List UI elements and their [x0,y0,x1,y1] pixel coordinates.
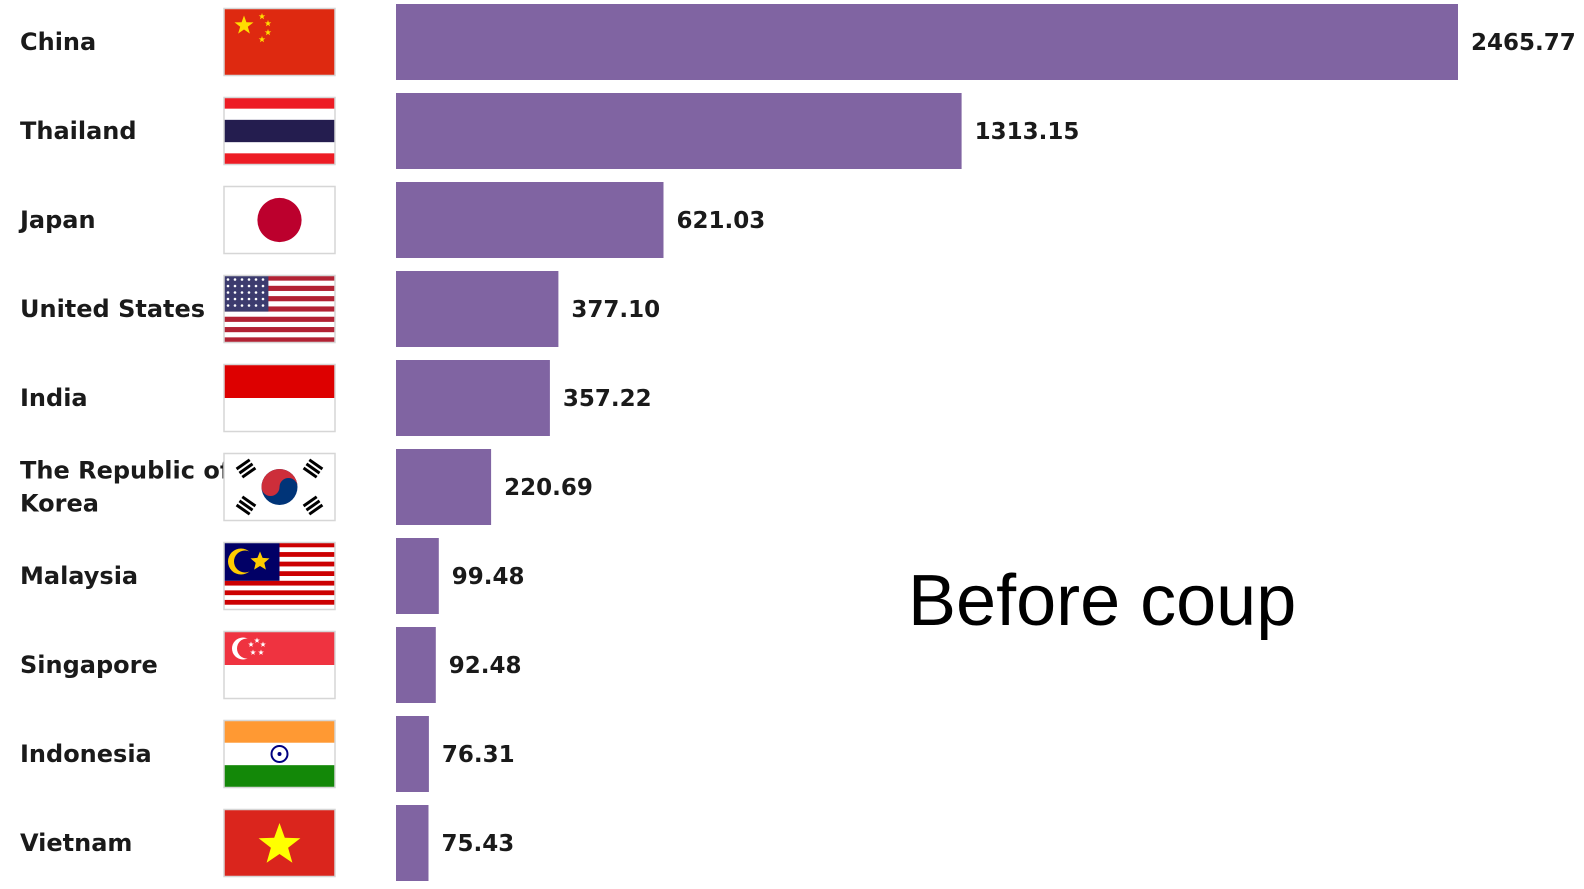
value-label: 357.22 [563,386,652,412]
flag-india-icon [223,719,336,789]
annotation-before-coup: Before coup [908,561,1297,641]
flag-china-icon [223,7,336,77]
value-label: 377.10 [571,297,660,323]
category-label: Vietnam [20,829,132,857]
flag-singapore-icon [223,630,336,700]
category-label: Japan [18,206,96,234]
value-label: 1313.15 [975,119,1080,145]
category-label: United States [20,295,205,323]
value-label: 220.69 [504,475,593,501]
flag-korea-icon [223,452,336,522]
category-label: Thailand [20,117,137,145]
category-label: China [20,28,96,56]
flag-thailand-icon [223,96,336,166]
value-label: 92.48 [449,653,522,679]
category-label: The Republic of Korea [20,457,231,518]
bar-2 [396,93,962,169]
value-label: 99.48 [452,564,525,590]
bar-9 [396,716,429,792]
bar-7 [396,538,439,614]
flag-usa-icon [223,274,336,344]
value-label: 621.03 [677,208,766,234]
value-label: 2465.77 [1471,30,1576,56]
category-label: Indonesia [20,740,152,768]
flag-japan-icon [223,185,336,255]
flag-vietnam-icon [223,808,336,878]
category-label: Malaysia [20,562,138,590]
flag-malaysia-icon [223,541,336,611]
bar-4 [396,271,559,347]
flag-indonesia-icon [223,363,336,433]
bar-6 [396,449,492,525]
bar-3 [396,182,664,258]
bar-10 [396,805,429,881]
bar-5 [396,360,550,436]
value-label: 75.43 [442,831,515,857]
category-label: India [20,384,88,412]
bar-1 [396,4,1458,80]
category-label: Singapore [20,651,158,679]
value-label: 76.31 [442,742,515,768]
bar-8 [396,627,436,703]
